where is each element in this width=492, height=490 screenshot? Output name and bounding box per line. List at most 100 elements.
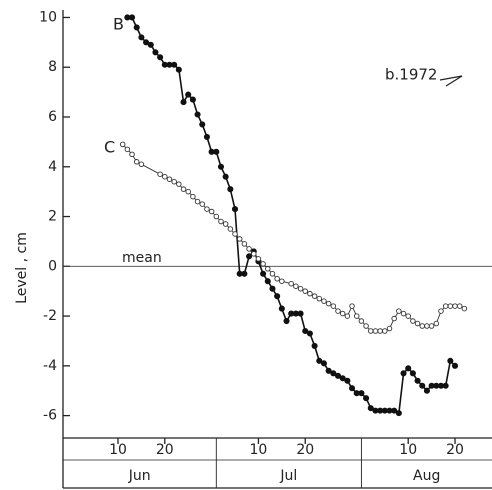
data-point (433, 320, 440, 327)
month-label: Jul (279, 468, 297, 484)
y-tick-label: 6 (48, 109, 57, 125)
data-point (419, 323, 426, 329)
data-point (438, 308, 444, 314)
y-axis-label: Level , cm (14, 232, 30, 304)
y-tick-label: 0 (48, 258, 57, 274)
data-point (269, 271, 276, 277)
data-point (152, 49, 159, 56)
data-point (157, 171, 163, 177)
x-tick-label: 20 (156, 442, 174, 458)
data-point (428, 323, 435, 329)
data-point (208, 208, 215, 215)
data-point (199, 201, 206, 207)
data-point (330, 303, 337, 309)
data-point (339, 375, 346, 382)
data-point (278, 305, 285, 312)
data-point (307, 290, 313, 297)
y-tick-label: -6 (43, 408, 57, 424)
data-point (461, 305, 468, 312)
data-point (293, 283, 299, 289)
y-tick-label: 2 (48, 209, 57, 225)
data-point (358, 390, 365, 397)
data-point (138, 34, 145, 41)
data-point (260, 261, 266, 267)
data-point (246, 253, 253, 260)
data-point (283, 317, 290, 325)
data-point (279, 278, 285, 284)
x-tick-label: 10 (109, 442, 127, 458)
data-point (185, 91, 192, 98)
data-point (264, 278, 271, 285)
data-point (288, 280, 294, 287)
data-point (274, 293, 281, 300)
data-point (456, 303, 463, 309)
data-point (217, 163, 225, 170)
data-point (180, 99, 187, 106)
data-point (241, 270, 248, 277)
data-point (171, 178, 177, 185)
data-point (171, 61, 178, 68)
data-point (162, 173, 168, 180)
x-tick-label: 20 (446, 442, 464, 458)
data-point (316, 295, 323, 302)
data-point (363, 323, 369, 329)
data-point (321, 298, 327, 304)
data-point (316, 357, 323, 364)
data-point (241, 241, 248, 247)
data-point (358, 318, 365, 324)
x-tick-label: 10 (250, 442, 268, 458)
data-point (265, 266, 271, 272)
data-point (349, 303, 355, 309)
data-point (227, 226, 234, 232)
data-point (176, 181, 182, 187)
data-point (367, 405, 374, 412)
data-point (409, 370, 416, 377)
annotation: mean (122, 250, 162, 266)
data-point (128, 14, 136, 21)
data-point (213, 148, 220, 155)
data-point (452, 303, 458, 309)
data-point (213, 213, 220, 220)
data-point (405, 313, 411, 319)
data-point (274, 275, 280, 282)
data-point (311, 293, 318, 299)
series-line (122, 144, 465, 332)
y-tick-label: -2 (43, 308, 57, 324)
data-point (297, 285, 304, 292)
data-point (302, 288, 308, 294)
data-point (204, 206, 210, 212)
data-point (377, 328, 383, 334)
annotation: B (113, 15, 124, 34)
data-point (414, 320, 421, 327)
y-tick-label: 10 (39, 9, 57, 25)
data-point (147, 41, 154, 48)
data-point (185, 188, 191, 195)
data-point (423, 387, 430, 394)
data-point (344, 377, 351, 384)
data-point (133, 24, 140, 31)
data-point (372, 328, 379, 334)
data-point (442, 382, 449, 389)
data-point (190, 193, 196, 200)
data-point (447, 357, 454, 364)
data-point (124, 146, 131, 153)
data-point (203, 133, 210, 140)
y-tick-label: 4 (48, 159, 57, 175)
data-point (391, 407, 398, 414)
data-point (218, 218, 224, 225)
data-point (353, 313, 360, 319)
data-point (395, 410, 402, 417)
data-point (194, 111, 201, 118)
data-point (180, 186, 187, 192)
data-point (129, 151, 135, 158)
data-point (447, 303, 454, 309)
data-point (306, 330, 313, 337)
data-point (320, 360, 328, 367)
data-point (414, 377, 421, 384)
data-point (297, 310, 304, 317)
month-label: Jun (128, 468, 151, 484)
data-point (133, 159, 140, 165)
data-point (260, 270, 267, 277)
data-point (222, 221, 229, 227)
data-point (227, 186, 234, 193)
